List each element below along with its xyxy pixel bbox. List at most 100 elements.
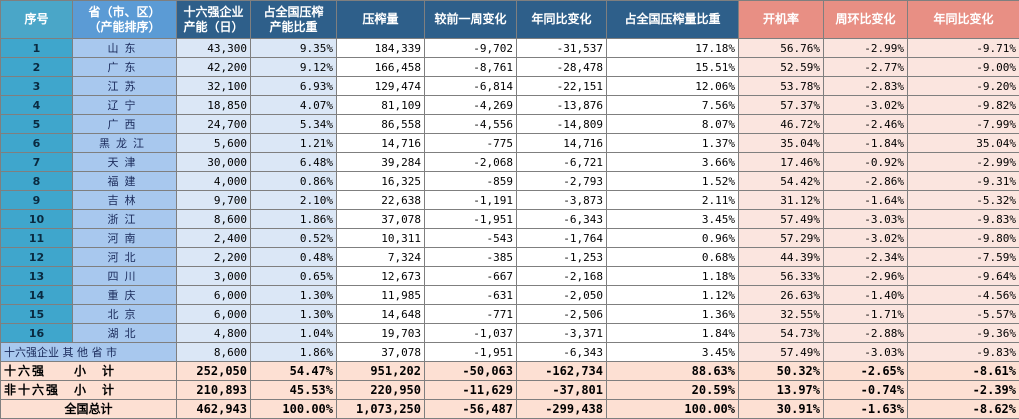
row-crush-volume: 37,078: [337, 210, 425, 229]
row-yoy-change: -31,537: [517, 39, 607, 58]
row-rate-wow: -2.46%: [824, 115, 908, 134]
row-volume-share: 1.12%: [607, 286, 739, 305]
row-volume-share: 0.68%: [607, 248, 739, 267]
header-yoy-change: 年同比变化: [517, 1, 607, 39]
row-crush-volume: 11,985: [337, 286, 425, 305]
row-volume-share: 8.07%: [607, 115, 739, 134]
row-yoy-change: -6,721: [517, 153, 607, 172]
other-volume-share: 3.45%: [607, 343, 739, 362]
summary-yoy-change: -37,801: [517, 381, 607, 400]
summary-crush-volume: 1,073,250: [337, 400, 425, 419]
row-seq: 5: [1, 115, 73, 134]
row-capacity-share: 2.10%: [251, 191, 337, 210]
row-capacity: 4,000: [177, 172, 251, 191]
row-yoy-change: -6,343: [517, 210, 607, 229]
row-operating-rate: 57.29%: [739, 229, 824, 248]
row-province: 天津: [73, 153, 177, 172]
row-crush-volume: 184,339: [337, 39, 425, 58]
row-capacity-share: 1.30%: [251, 286, 337, 305]
row-crush-volume: 19,703: [337, 324, 425, 343]
row-capacity: 43,300: [177, 39, 251, 58]
row-week-change: -1,037: [425, 324, 517, 343]
row-rate-wow: -2.83%: [824, 77, 908, 96]
row-capacity: 4,800: [177, 324, 251, 343]
row-week-change: -1,191: [425, 191, 517, 210]
row-week-change: -667: [425, 267, 517, 286]
row-rate-wow: -2.34%: [824, 248, 908, 267]
row-week-change: -1,951: [425, 210, 517, 229]
summary-rate-wow: -1.63%: [824, 400, 908, 419]
row-seq: 11: [1, 229, 73, 248]
header-rate-yoy: 年同比变化: [908, 1, 1019, 39]
row-rate-yoy: -9.82%: [908, 96, 1019, 115]
other-capacity-share: 1.86%: [251, 343, 337, 362]
row-operating-rate: 53.78%: [739, 77, 824, 96]
row-rate-wow: -2.86%: [824, 172, 908, 191]
row-week-change: -6,814: [425, 77, 517, 96]
row-yoy-change: -1,764: [517, 229, 607, 248]
row-capacity: 2,200: [177, 248, 251, 267]
row-crush-volume: 14,648: [337, 305, 425, 324]
row-rate-yoy: -9.20%: [908, 77, 1019, 96]
row-seq: 16: [1, 324, 73, 343]
other-week-change: -1,951: [425, 343, 517, 362]
row-volume-share: 12.06%: [607, 77, 739, 96]
other-capacity: 8,600: [177, 343, 251, 362]
row-volume-share: 1.36%: [607, 305, 739, 324]
row-rate-yoy: -9.71%: [908, 39, 1019, 58]
row-yoy-change: -2,793: [517, 172, 607, 191]
row-operating-rate: 46.72%: [739, 115, 824, 134]
summary-crush-volume: 951,202: [337, 362, 425, 381]
row-seq: 10: [1, 210, 73, 229]
row-rate-yoy: -4.56%: [908, 286, 1019, 305]
row-rate-wow: -3.02%: [824, 96, 908, 115]
header-volume-share: 占全国压榨量比重: [607, 1, 739, 39]
row-volume-share: 3.45%: [607, 210, 739, 229]
row-province: 福建: [73, 172, 177, 191]
row-capacity: 24,700: [177, 115, 251, 134]
row-crush-volume: 39,284: [337, 153, 425, 172]
row-yoy-change: 14,716: [517, 134, 607, 153]
row-rate-wow: -2.88%: [824, 324, 908, 343]
row-week-change: -859: [425, 172, 517, 191]
row-capacity: 42,200: [177, 58, 251, 77]
row-volume-share: 1.37%: [607, 134, 739, 153]
row-volume-share: 17.18%: [607, 39, 739, 58]
row-seq: 12: [1, 248, 73, 267]
row-rate-yoy: -5.57%: [908, 305, 1019, 324]
row-operating-rate: 26.63%: [739, 286, 824, 305]
row-rate-yoy: 35.04%: [908, 134, 1019, 153]
row-capacity: 3,000: [177, 267, 251, 286]
row-operating-rate: 44.39%: [739, 248, 824, 267]
row-capacity-share: 0.48%: [251, 248, 337, 267]
row-crush-volume: 129,474: [337, 77, 425, 96]
row-yoy-change: -1,253: [517, 248, 607, 267]
row-rate-yoy: -9.83%: [908, 210, 1019, 229]
row-seq: 9: [1, 191, 73, 210]
summary-volume-share: 100.00%: [607, 400, 739, 419]
row-seq: 6: [1, 134, 73, 153]
row-week-change: -543: [425, 229, 517, 248]
row-capacity: 18,850: [177, 96, 251, 115]
row-province: 山东: [73, 39, 177, 58]
row-yoy-change: -13,876: [517, 96, 607, 115]
row-capacity-share: 1.04%: [251, 324, 337, 343]
summary-label: 全国总计: [1, 400, 177, 419]
summary-volume-share: 20.59%: [607, 381, 739, 400]
row-yoy-change: -3,873: [517, 191, 607, 210]
row-week-change: -2,068: [425, 153, 517, 172]
row-capacity: 5,600: [177, 134, 251, 153]
row-capacity-share: 9.35%: [251, 39, 337, 58]
row-crush-volume: 86,558: [337, 115, 425, 134]
row-capacity: 9,700: [177, 191, 251, 210]
row-volume-share: 1.84%: [607, 324, 739, 343]
